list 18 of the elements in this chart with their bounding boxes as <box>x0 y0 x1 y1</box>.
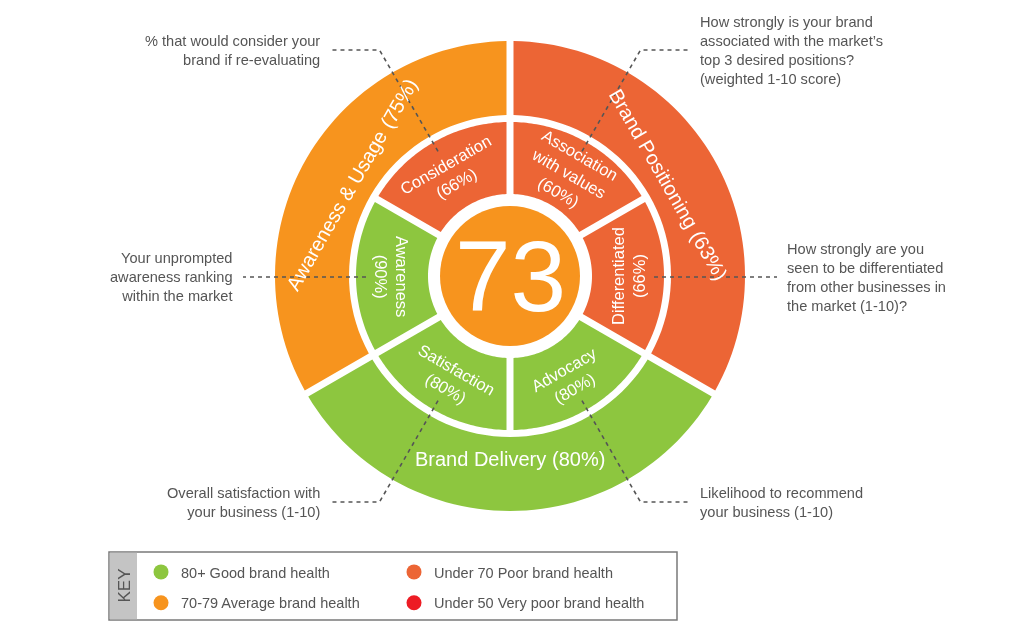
legend-label: Under 50 Very poor brand health <box>434 595 645 612</box>
data-label: (66%) <box>630 254 649 299</box>
text: 73 <box>455 220 567 332</box>
text: Overall satisfaction with your business (1-10) <box>167 485 321 520</box>
text: % that would consider your brand if re-evaluating <box>145 33 321 68</box>
legend-label: 70-79 Average brand health <box>181 595 360 612</box>
text: How strongly is your brand associated with the market’s top 3 desired positions? (weighted 1-10 score) <box>700 14 884 87</box>
text: Your unprompted awareness ranking within the market <box>110 250 233 304</box>
data-label: (80%) <box>552 448 606 470</box>
text: How strongly are you seen to be differentiated from other businesses in the market (1-10)? <box>787 241 946 314</box>
data-label: (90%) <box>371 254 390 299</box>
category-label: Awareness <box>393 236 411 318</box>
category-label: Brand Delivery <box>415 448 547 470</box>
legend-label: Under 70 Poor brand health <box>434 564 613 581</box>
legend-title: KEY <box>114 568 134 603</box>
legend-label: 80+ Good brand health <box>181 564 330 581</box>
text: Likelihood to recommend your business (1-10) <box>700 485 864 520</box>
category-label: Differentiated <box>609 227 627 325</box>
